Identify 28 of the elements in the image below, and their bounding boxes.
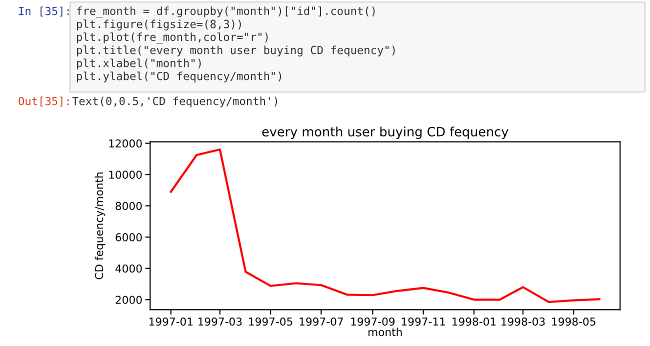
text: fre_month = df.groupby("month")["id"].count() bbox=[77, 6, 375, 18]
x-tick-label: 1997-01 bbox=[149, 318, 193, 326]
text: plt.plot(fre_month,color="r") bbox=[77, 32, 268, 44]
x-tick-label: 1998-03 bbox=[502, 318, 545, 326]
text: Out[35]: bbox=[18, 96, 69, 107]
x-tick-label: 1997-03 bbox=[198, 318, 242, 326]
text: plt.xlabel("month") bbox=[77, 58, 201, 70]
chart-title: every month user buying CD fequency bbox=[262, 126, 508, 139]
x-tick-label: 1997-11 bbox=[402, 318, 445, 326]
x-axis-title: month bbox=[368, 328, 402, 336]
x-tick-label: 1997-05 bbox=[249, 318, 292, 326]
text: In [35]: bbox=[19, 6, 69, 17]
x-tick-label: 1998-05 bbox=[552, 318, 596, 326]
x-tick-label: 1997-07 bbox=[300, 318, 343, 326]
text: plt.title("every month user buying CD fequency") bbox=[77, 46, 395, 56]
x-tick-label: 1997-09 bbox=[351, 318, 395, 326]
x-tick-label: 1998-01 bbox=[452, 318, 496, 326]
y-tick-label: 12000 bbox=[109, 139, 142, 148]
y-tick-label: 2000 bbox=[116, 296, 142, 304]
text: plt.ylabel("CD fequency/month") bbox=[77, 72, 282, 82]
y-tick-label: 4000 bbox=[115, 264, 142, 273]
text: Text(0,0.5,'CD fequency/month') bbox=[72, 96, 278, 108]
y-tick-label: 8000 bbox=[116, 202, 142, 210]
line-series bbox=[170, 148, 600, 304]
y-tick-label: 6000 bbox=[116, 233, 142, 242]
y-tick-label: 10000 bbox=[109, 170, 142, 179]
y-axis-title: CD fequency/month bbox=[94, 172, 106, 280]
text: plt.figure(figsize=(8,3)) bbox=[77, 20, 241, 30]
